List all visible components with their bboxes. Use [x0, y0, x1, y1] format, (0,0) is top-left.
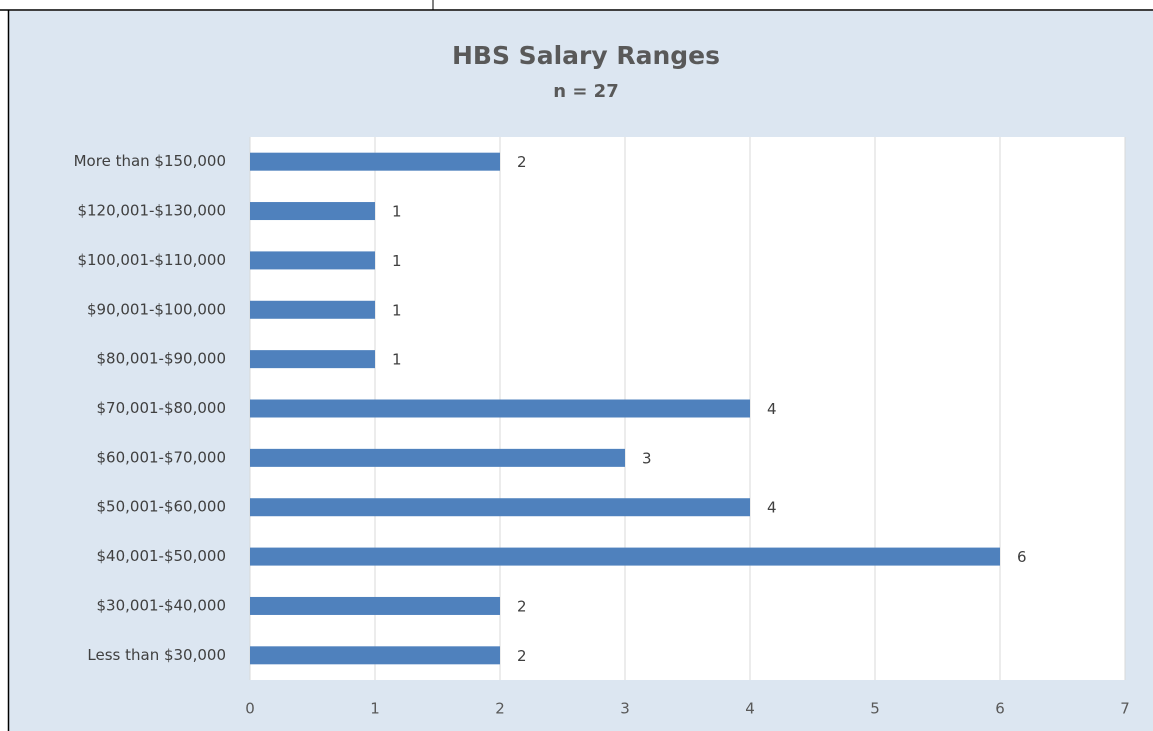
x-tick-label: 1	[370, 700, 380, 718]
y-tick-label: $30,001-$40,000	[97, 596, 226, 614]
y-tick-label: $50,001-$60,000	[97, 498, 226, 516]
bar	[250, 202, 375, 221]
bar	[250, 547, 1000, 566]
value-label: 1	[392, 351, 402, 369]
x-tick-label: 4	[745, 700, 755, 718]
value-label: 2	[517, 647, 527, 665]
x-tick-label: 3	[620, 700, 630, 718]
y-tick-label: $40,001-$50,000	[97, 547, 226, 565]
bar	[250, 646, 500, 665]
bar	[250, 596, 500, 615]
chart-title: HBS Salary Ranges	[452, 41, 720, 70]
bar	[250, 399, 750, 418]
value-label: 2	[517, 153, 527, 171]
value-label: 2	[517, 597, 527, 615]
value-label: 3	[642, 449, 652, 467]
bar	[250, 448, 625, 467]
y-tick-label: More than $150,000	[74, 152, 226, 170]
x-tick-label: 5	[870, 700, 880, 718]
value-label: 6	[1017, 548, 1027, 566]
y-tick-label: $70,001-$80,000	[97, 399, 226, 417]
y-tick-label: $100,001-$110,000	[77, 251, 226, 269]
value-label: 1	[392, 252, 402, 270]
y-tick-label: $60,001-$70,000	[97, 448, 226, 466]
x-tick-label: 6	[995, 700, 1005, 718]
chart-subtitle: n = 27	[553, 81, 618, 102]
bar	[250, 152, 500, 171]
value-label: 4	[767, 400, 777, 418]
bar	[250, 498, 750, 517]
y-tick-label: $90,001-$100,000	[87, 300, 226, 318]
bar	[250, 350, 375, 369]
y-tick-label: $120,001-$130,000	[77, 202, 226, 220]
value-label: 1	[392, 203, 402, 221]
value-label: 4	[767, 499, 777, 517]
value-label: 1	[392, 301, 402, 319]
bar	[250, 300, 375, 319]
x-tick-label: 2	[495, 700, 505, 718]
x-tick-label: 7	[1120, 700, 1130, 718]
bar	[250, 251, 375, 270]
x-tick-label: 0	[245, 700, 255, 718]
y-tick-label: Less than $30,000	[87, 646, 226, 664]
y-tick-label: $80,001-$90,000	[97, 350, 226, 368]
